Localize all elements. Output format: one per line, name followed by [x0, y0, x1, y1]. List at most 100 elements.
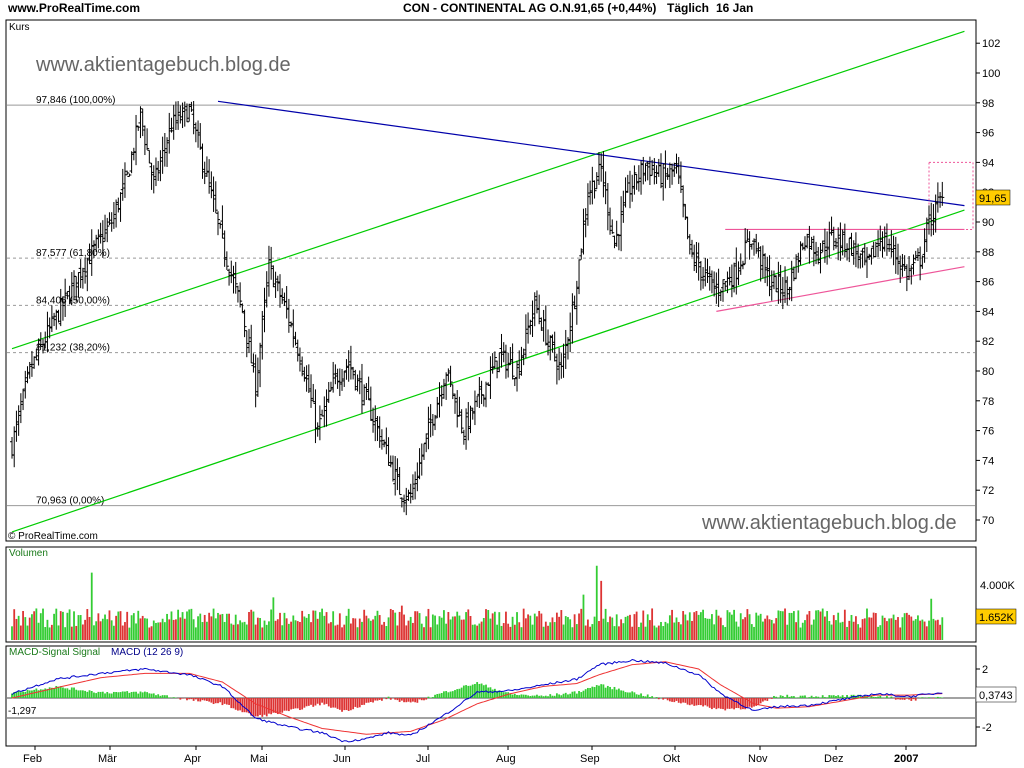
- breakout-box: [928, 161, 974, 230]
- volume-bar: [206, 621, 208, 640]
- macd-histogram-bar: [673, 698, 676, 703]
- volume-bar: [285, 618, 288, 640]
- volume-bar: [274, 620, 277, 640]
- macd-histogram-bar: [788, 696, 791, 698]
- macd-histogram-bar: [640, 693, 642, 698]
- macd-histogram-bar: [451, 691, 454, 698]
- macd-histogram-bar: [59, 686, 62, 698]
- macd-histogram-bar: [345, 698, 348, 711]
- macd-histogram-bar: [152, 693, 155, 698]
- macd-histogram-bar: [511, 694, 514, 698]
- macd-histogram-bar: [90, 691, 93, 698]
- macd-histogram-bar: [773, 695, 775, 698]
- volume-bar: [412, 622, 414, 640]
- volume-bar: [462, 619, 465, 640]
- macd-histogram-bar: [797, 697, 800, 698]
- volume-bar: [485, 609, 487, 640]
- volume-bar: [90, 572, 93, 640]
- volume-bar: [695, 611, 698, 640]
- macd-histogram-bar: [726, 698, 729, 709]
- macd-histogram-bar: [662, 698, 665, 700]
- volume-bar: [531, 624, 534, 640]
- volume-bar: [250, 609, 253, 640]
- volume-bar: [730, 614, 733, 640]
- macd-histogram-bar: [321, 698, 323, 703]
- volume-bar: [212, 608, 215, 640]
- macd-histogram-bar: [622, 690, 625, 698]
- volume-bar: [79, 615, 82, 640]
- macd-histogram-bar: [86, 691, 89, 698]
- price-tick-label: 80: [982, 366, 994, 378]
- volume-bar: [101, 618, 104, 640]
- volume-bar: [268, 621, 270, 640]
- macd-histogram-bar: [635, 694, 638, 698]
- macd-histogram-bar: [217, 698, 219, 704]
- volume-bar: [343, 624, 346, 640]
- macd-histogram-bar: [578, 690, 580, 698]
- macd-histogram-bar: [719, 698, 722, 709]
- volume-bar: [347, 608, 350, 640]
- volume-bar: [609, 616, 611, 640]
- macd-histogram-bar: [13, 692, 16, 698]
- macd-histogram-bar: [332, 698, 335, 708]
- volume-bar: [318, 612, 321, 640]
- volume-bar: [217, 612, 219, 640]
- macd-histogram-bar: [593, 687, 596, 698]
- macd-histogram-bar: [682, 698, 685, 703]
- macd-histogram-bar: [208, 698, 211, 702]
- macd-histogram-bar: [101, 691, 104, 698]
- volume-bar: [181, 612, 184, 640]
- volume-bar: [332, 611, 335, 640]
- macd-histogram-bar: [870, 695, 873, 698]
- volume-bar: [62, 611, 64, 640]
- macd-histogram-bar: [369, 698, 372, 703]
- macd-histogram-bar: [941, 697, 944, 698]
- macd-histogram-bar: [489, 687, 492, 698]
- volume-bar: [890, 618, 893, 640]
- macd-histogram-bar: [804, 695, 806, 698]
- volume-bar: [930, 598, 933, 640]
- volume-bar: [861, 619, 864, 640]
- volume-bar: [334, 625, 337, 640]
- volume-bar: [728, 612, 731, 640]
- volume-bar: [569, 619, 572, 640]
- macd-histogram-bar: [538, 695, 541, 698]
- macd-tag: 0,3743: [979, 690, 1013, 702]
- copyright-label: © ProRealTime.com: [8, 531, 98, 542]
- volume-bar: [374, 615, 377, 640]
- volume-tick: 4.000K: [980, 580, 1016, 592]
- volume-bar: [618, 626, 620, 640]
- macd-histogram-bar: [358, 698, 361, 708]
- month-label: Apr: [184, 753, 201, 765]
- volume-bar: [673, 622, 676, 640]
- price-tag: 91,65: [979, 193, 1007, 205]
- volume-bar: [31, 614, 33, 640]
- volume-bar: [675, 617, 678, 640]
- macd-histogram-bar: [711, 698, 713, 710]
- month-label: 2007: [894, 753, 918, 765]
- volume-bar: [352, 618, 355, 640]
- macd-histogram-bar: [276, 698, 279, 715]
- volume-bar: [445, 623, 448, 640]
- volume-bar: [770, 619, 773, 640]
- volume-bar: [425, 616, 428, 640]
- volume-bar: [841, 621, 844, 640]
- macd-histogram-bar: [474, 683, 476, 698]
- macd-histogram-bar: [784, 697, 786, 698]
- volume-bar: [611, 617, 614, 640]
- macd-histogram-bar: [305, 698, 308, 707]
- volume-bar: [387, 617, 390, 640]
- volume-bar: [757, 615, 760, 640]
- volume-bar: [808, 611, 811, 640]
- macd-histogram-bar: [491, 689, 494, 698]
- volume-bar: [208, 612, 211, 640]
- volume-bar: [496, 624, 498, 640]
- volume-bar: [456, 611, 459, 640]
- volume-bar: [753, 626, 755, 640]
- volume-bar: [691, 620, 693, 640]
- macd-histogram-bar: [761, 698, 764, 702]
- volume-bar: [201, 622, 204, 640]
- macd-histogram-bar: [400, 698, 403, 701]
- volume-bar: [925, 626, 928, 640]
- volume-bar: [602, 618, 605, 640]
